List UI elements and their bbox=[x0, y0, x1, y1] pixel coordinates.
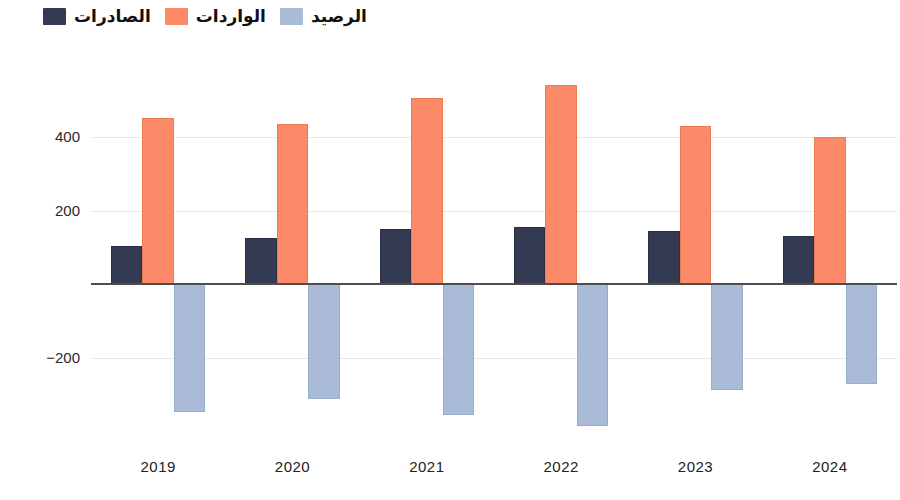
bar-balance-2022[interactable] bbox=[577, 284, 609, 426]
bar-exports-2019[interactable] bbox=[111, 246, 143, 285]
x-tick-label-2021: 2021 bbox=[409, 458, 444, 475]
x-tick-label-2019: 2019 bbox=[140, 458, 175, 475]
plot-area: 400200−200201920202021202220232024 bbox=[91, 63, 897, 432]
bar-balance-2023[interactable] bbox=[711, 284, 743, 389]
bar-exports-2024[interactable] bbox=[783, 236, 815, 284]
bar-imports-2022[interactable] bbox=[545, 85, 577, 284]
bar-imports-2020[interactable] bbox=[277, 124, 309, 285]
gridline bbox=[91, 358, 897, 359]
bar-imports-2019[interactable] bbox=[142, 118, 174, 284]
bar-imports-2021[interactable] bbox=[411, 98, 443, 284]
legend-label-balance: الرصيد bbox=[311, 8, 367, 25]
bar-imports-2024[interactable] bbox=[814, 137, 846, 285]
y-tick-label: 200 bbox=[55, 201, 80, 218]
x-tick-label-2024: 2024 bbox=[812, 458, 847, 475]
bar-exports-2022[interactable] bbox=[514, 227, 546, 284]
bar-exports-2020[interactable] bbox=[245, 238, 277, 284]
x-tick-label-2022: 2022 bbox=[543, 458, 578, 475]
legend: الصادرات الواردات الرصيد bbox=[43, 8, 367, 25]
x-tick-label-2023: 2023 bbox=[678, 458, 713, 475]
legend-item-balance[interactable]: الرصيد bbox=[280, 8, 367, 25]
legend-label-exports: الصادرات bbox=[74, 8, 151, 25]
legend-swatch-exports-icon bbox=[43, 8, 66, 25]
bar-exports-2021[interactable] bbox=[380, 229, 412, 284]
gridline bbox=[91, 137, 897, 138]
gridline bbox=[91, 211, 897, 212]
bar-balance-2019[interactable] bbox=[174, 284, 206, 411]
bar-balance-2024[interactable] bbox=[846, 284, 878, 384]
x-axis-zero-line bbox=[91, 283, 897, 285]
legend-item-imports[interactable]: الواردات bbox=[165, 8, 266, 25]
legend-swatch-imports-icon bbox=[165, 8, 188, 25]
y-tick-label: 400 bbox=[55, 127, 80, 144]
legend-item-exports[interactable]: الصادرات bbox=[43, 8, 151, 25]
bar-balance-2020[interactable] bbox=[308, 284, 340, 398]
legend-label-imports: الواردات bbox=[196, 8, 266, 25]
bar-chart: الصادراتالوارداتالرصيد 400200−2002019202… bbox=[0, 0, 900, 500]
legend-swatch-balance-icon bbox=[280, 8, 303, 25]
bar-imports-2023[interactable] bbox=[680, 126, 712, 285]
bar-balance-2021[interactable] bbox=[443, 284, 475, 415]
bar-exports-2023[interactable] bbox=[648, 231, 680, 285]
x-tick-label-2020: 2020 bbox=[275, 458, 310, 475]
y-tick-label: −200 bbox=[46, 349, 80, 366]
